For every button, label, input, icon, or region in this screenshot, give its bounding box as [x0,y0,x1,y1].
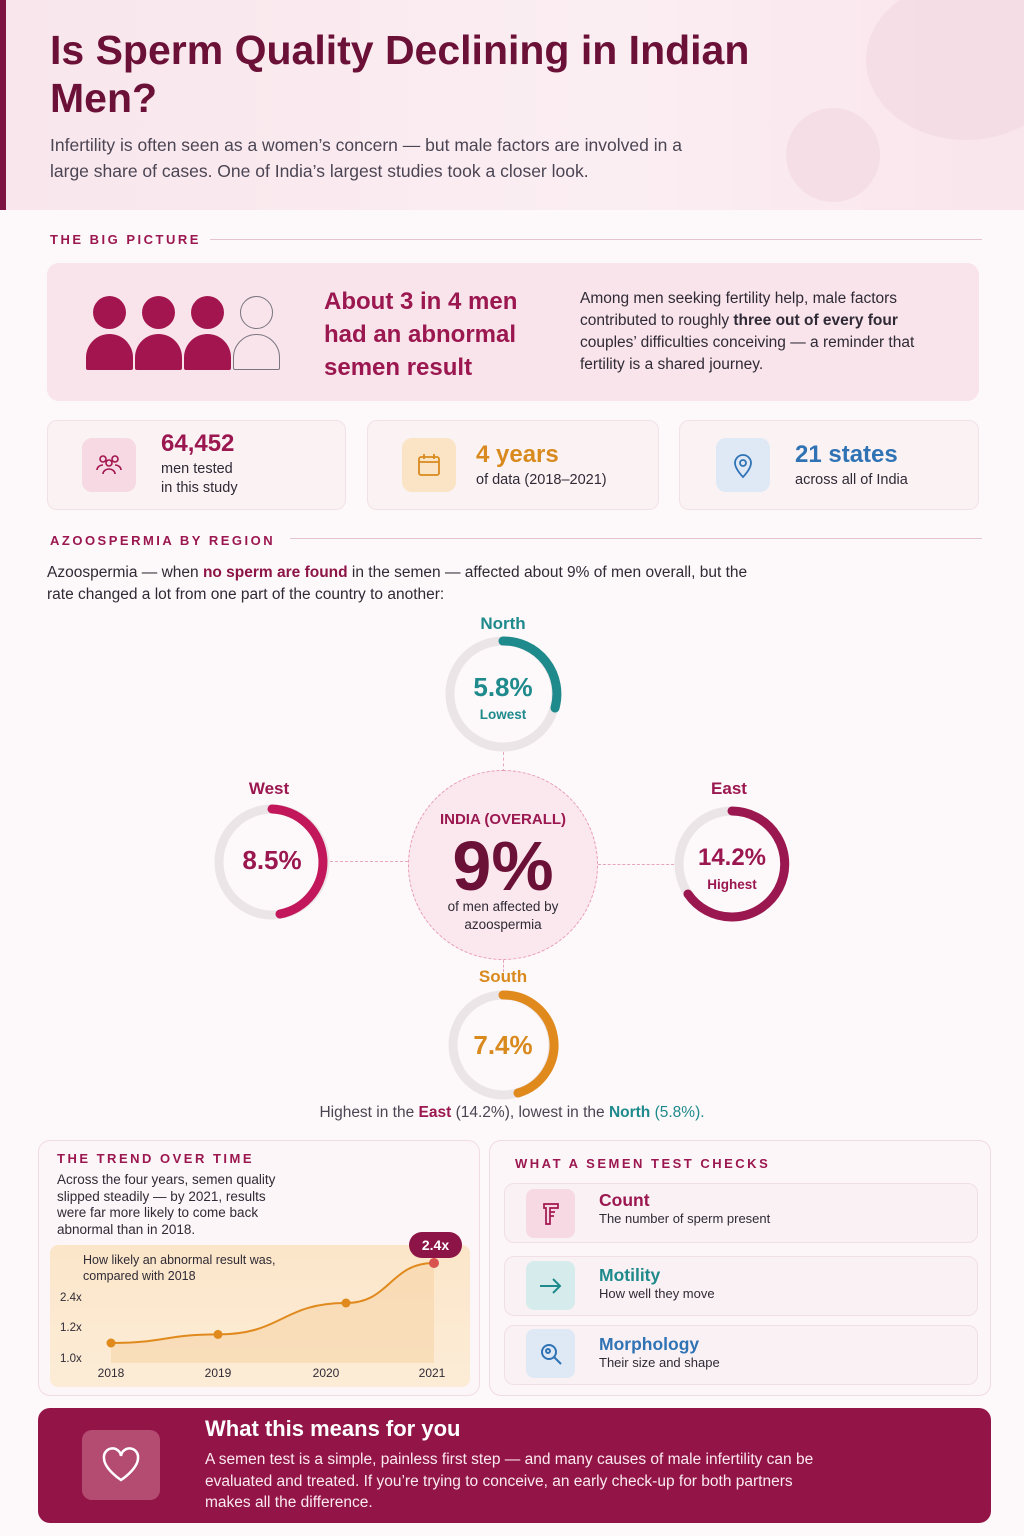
people-3-of-4-icon [86,296,280,372]
test-row-motility [504,1256,978,1316]
big-picture-headline: About 3 in 4 men had an abnormal semen r… [324,288,518,381]
trend-chart [50,1245,470,1387]
trend-description: Across the four years, semen quality sli… [57,1172,276,1237]
trend-point [341,1298,351,1308]
region-name-north: North [480,614,526,633]
y-tick: 2.4x [60,1292,82,1304]
chart-title: How likely an abnormal result was, compa… [83,1253,276,1283]
overall-value: 9% [452,827,554,905]
footer-text: A semen test is a simple, painless first… [205,1451,814,1511]
decorative-circle [786,108,880,202]
section-divider [210,239,982,240]
x-tick: 2021 [418,1366,446,1380]
azoospermia-intro: Azoospermia — when no sperm are found in… [47,564,748,603]
heart-icon [82,1430,160,1500]
region-name-south: South [478,967,528,986]
region-value-south: 7.4% [473,1030,533,1060]
stat-label-states: across all of India [795,472,908,488]
trend-area [111,1263,434,1363]
connector-line [598,864,674,865]
section-label-big-picture: THE BIG PICTURE [50,232,201,247]
trend-point [106,1338,116,1348]
section-divider [290,538,982,539]
magnifier-icon [526,1329,575,1378]
test-row-count [504,1183,978,1243]
big-picture-card [47,263,979,401]
ring-south [448,990,559,1100]
people-icon [82,438,136,492]
test-desc-motility: How well they move [599,1286,715,1301]
section-label-azoospermia: AZOOSPERMIA BY REGION [50,533,276,548]
arrow-right-icon [526,1261,575,1310]
region-value-west: 8.5% [242,845,302,875]
region-name-west: West [248,779,290,798]
test-desc-morphology: Their size and shape [599,1355,720,1370]
connector-line [330,861,408,862]
test-row-morphology [504,1325,978,1385]
header-banner: Is Sperm Quality Declining in Indian Men… [0,0,1024,210]
x-tick: 2020 [312,1366,340,1380]
trend-line-plot [106,1258,439,1363]
header-accent-bar [0,0,6,210]
footer-banner [38,1408,991,1523]
sample-cup-icon [526,1189,575,1238]
region-sub-north: Lowest [479,707,527,722]
y-tick: 1.0x [60,1353,82,1365]
calendar-icon [402,438,456,492]
big-picture-description: Among men seeking fertility help, male f… [580,290,915,373]
stat-value-states: 21 states [795,441,898,468]
x-tick: 2018 [97,1366,125,1380]
region-summary: Highest in the East (14.2%), lowest in t… [319,1104,705,1121]
region-name-east: East [711,779,747,798]
trend-point [213,1329,223,1339]
region-sub-east: Highest [707,877,757,892]
stat-label-men-tested: men tested in this study [161,461,238,496]
trend-point [429,1258,439,1268]
stat-value-men-tested: 64,452 [161,430,235,457]
page-subtitle: Infertility is often seen as a women’s c… [50,135,682,181]
ring-north [445,636,562,752]
footer-title: What this means for you [205,1416,461,1441]
section-label-trend: THE TREND OVER TIME [57,1151,255,1166]
region-value-east: 14.2% [697,844,767,871]
test-desc-count: The number of sperm present [599,1211,771,1226]
overall-circle [408,770,598,960]
region-value-north: 5.8% [473,672,533,702]
trend-line [110,1262,435,1344]
decorative-circle [866,0,1024,140]
test-name-count: Count [599,1190,650,1210]
overall-sub: of men affected by azoospermia [447,899,559,932]
x-tick: 2019 [204,1366,232,1380]
test-name-morphology: Morphology [599,1334,700,1354]
stat-label-years: of data (2018–2021) [476,472,607,488]
section-label-tests: WHAT A SEMEN TEST CHECKS [515,1156,771,1171]
ring-west [214,804,330,920]
test-name-motility: Motility [599,1265,661,1285]
page-title: Is Sperm Quality Declining in Indian Men… [50,27,750,121]
y-tick: 1.2x [60,1322,82,1334]
location-pin-icon [716,438,770,492]
stat-value-years: 4 years [476,441,559,468]
overall-title: INDIA (OVERALL) [439,811,567,828]
trend-badge: 2.4x [409,1232,462,1258]
ring-east [674,806,790,922]
connector-line [503,752,504,772]
connector-line [503,960,504,972]
